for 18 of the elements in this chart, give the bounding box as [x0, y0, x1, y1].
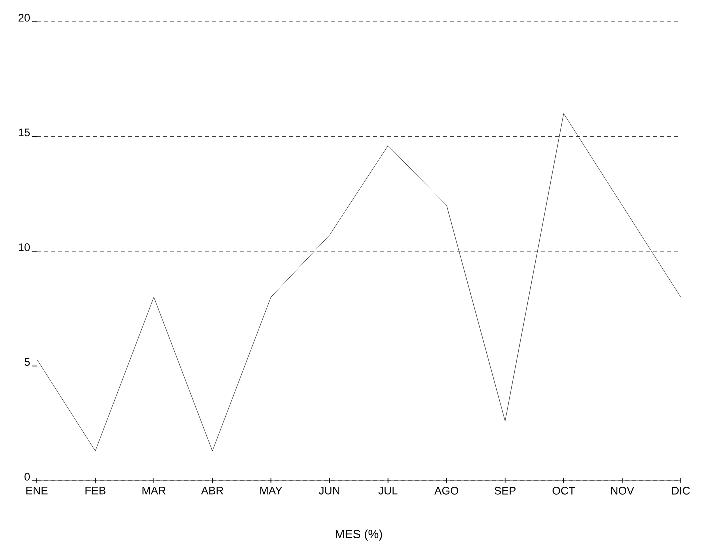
x-tick-label: DIC	[672, 487, 690, 495]
x-tick-label: MAR	[142, 487, 166, 495]
y-tick-label: 10	[19, 244, 30, 252]
x-tick-label: NOV	[611, 487, 634, 495]
y-tick-label: 5	[24, 358, 30, 366]
x-tick-label: AGO	[434, 487, 459, 495]
x-tick-label: SEP	[494, 487, 516, 495]
x-tick-label: ABR	[201, 487, 224, 495]
y-tick-label: 20	[18, 14, 30, 22]
x-tick-label: JUN	[319, 487, 340, 495]
y-tick-label: 0	[24, 473, 30, 481]
x-axis-title: MES (%)	[336, 530, 382, 541]
x-tick-label: ENE	[26, 487, 48, 495]
x-tick-label: OCT	[552, 487, 576, 495]
y-tick-label: 15	[19, 128, 30, 137]
x-tick-label: FEB	[86, 487, 106, 495]
x-tick-label: JUL	[378, 487, 398, 495]
x-tick-label: MAY	[260, 487, 282, 495]
